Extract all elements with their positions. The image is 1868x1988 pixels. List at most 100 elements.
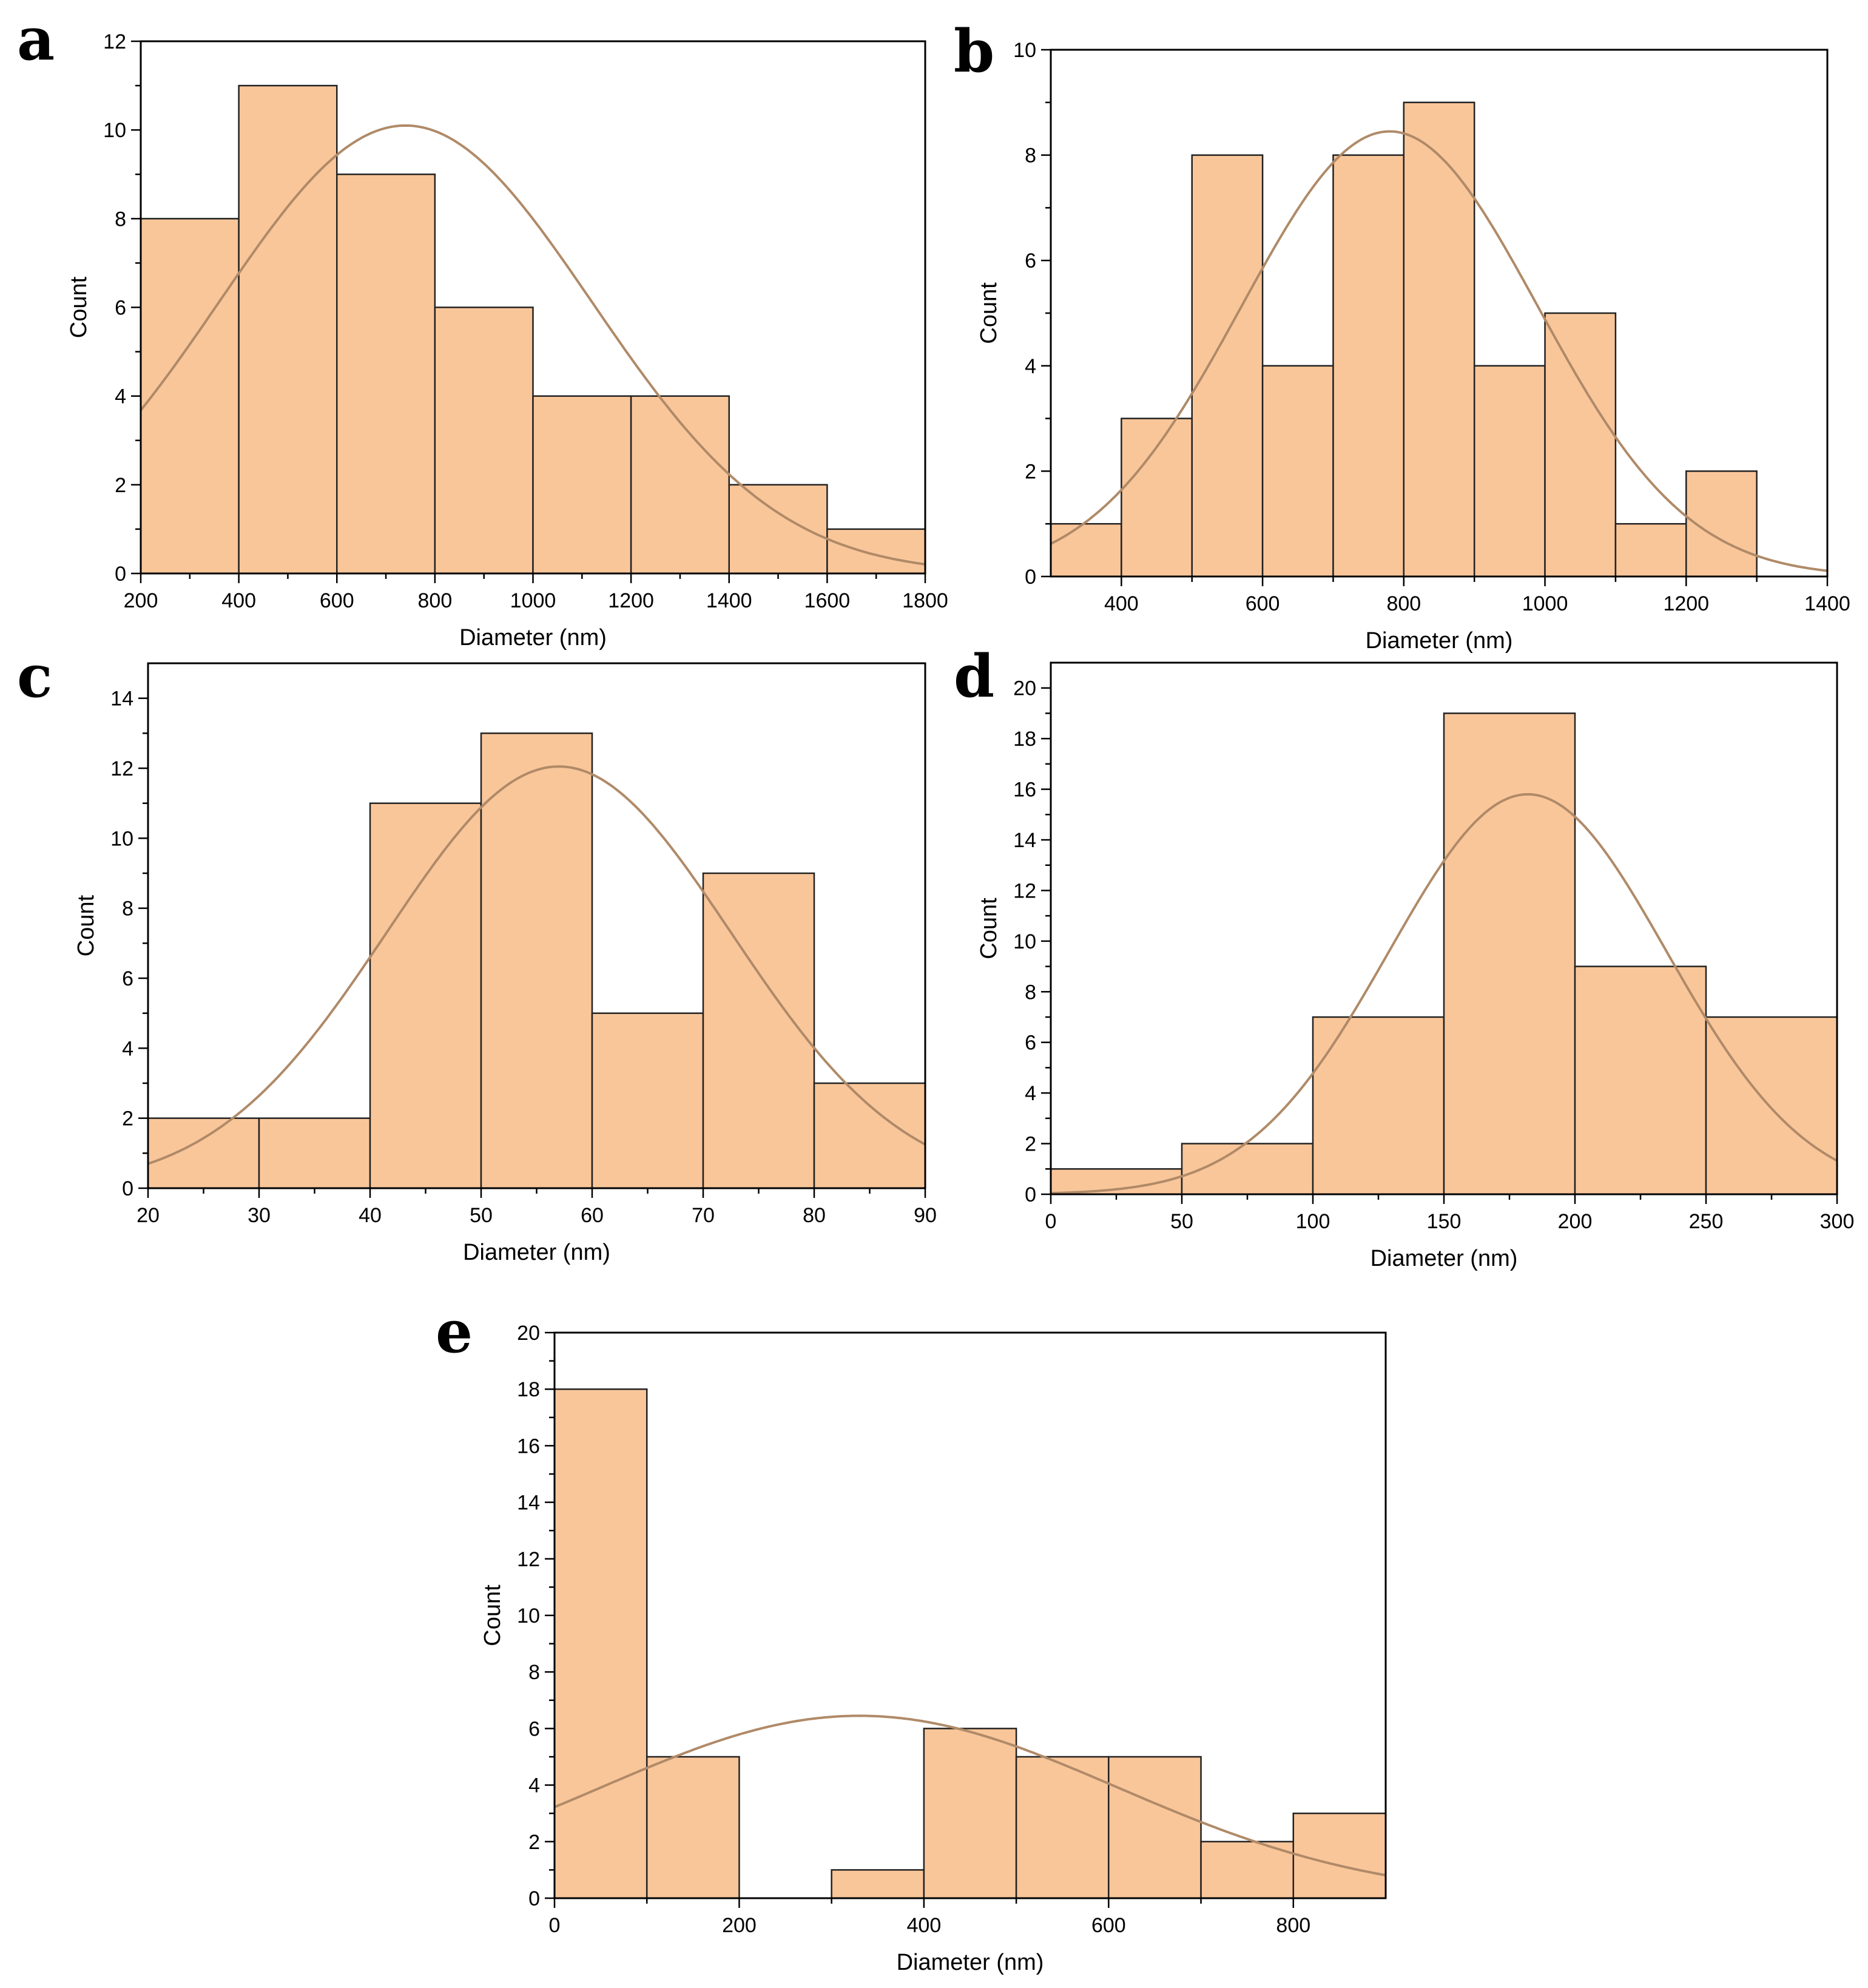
x-tick-label: 70: [692, 1204, 715, 1227]
x-tick-label: 400: [221, 589, 256, 612]
histogram-bar: [1443, 712, 1576, 1195]
histogram-bar: [1191, 154, 1264, 578]
x-tick-label: 200: [1558, 1210, 1593, 1233]
y-axis-title: Count: [976, 898, 1002, 959]
y-tick-label: 0: [528, 1887, 540, 1910]
histogram-bar: [1312, 1016, 1445, 1195]
y-tick-label: 8: [122, 898, 133, 921]
y-tick-label: 8: [115, 208, 126, 231]
x-tick-label: 600: [1091, 1914, 1126, 1937]
y-tick-label: 14: [110, 688, 133, 711]
x-tick-label: 1000: [510, 589, 556, 612]
y-tick-label: 10: [110, 827, 133, 850]
histogram-bar: [1574, 965, 1707, 1195]
x-tick-label: 100: [1296, 1210, 1330, 1233]
y-tick-label: 16: [517, 1435, 540, 1458]
y-tick-label: 0: [1025, 1183, 1036, 1206]
panel-label: d: [954, 642, 994, 711]
panel-label: a: [17, 5, 55, 73]
y-tick-label: 16: [1013, 779, 1036, 802]
fit-curve: [1050, 130, 1828, 572]
x-tick-label: 800: [1386, 592, 1421, 615]
panel-label: b: [954, 17, 994, 86]
x-tick-label: 1600: [804, 589, 851, 612]
x-tick-label: 600: [1246, 592, 1280, 615]
histogram-bar: [813, 1082, 926, 1189]
x-tick-label: 200: [722, 1914, 757, 1937]
histogram-bar: [369, 802, 482, 1189]
x-tick-label: 1000: [1522, 592, 1568, 615]
x-axis-title: Diameter (nm): [897, 1950, 1044, 1975]
y-tick-label: 14: [1013, 829, 1036, 852]
y-tick-label: 2: [1025, 1133, 1036, 1156]
y-tick-label: 6: [115, 297, 126, 320]
x-tick-label: 200: [124, 589, 158, 612]
x-tick-label: 80: [803, 1204, 826, 1227]
histogram-bar: [140, 218, 240, 575]
y-tick-label: 20: [517, 1322, 540, 1345]
x-tick-label: 40: [359, 1204, 382, 1227]
y-tick-label: 18: [1013, 728, 1036, 751]
x-tick-label: 0: [549, 1914, 561, 1937]
y-axis-title: Count: [66, 276, 92, 338]
y-tick-label: 8: [1025, 144, 1036, 167]
x-tick-label: 1400: [706, 589, 752, 612]
fit-curve: [147, 765, 926, 1165]
y-tick-label: 20: [1013, 677, 1036, 700]
y-tick-label: 0: [1025, 566, 1036, 589]
fit-curve: [140, 124, 926, 566]
histogram-bar: [1705, 1016, 1838, 1195]
histogram-bar: [1403, 101, 1475, 578]
histogram-bar: [336, 174, 436, 575]
x-tick-label: 60: [581, 1204, 604, 1227]
y-tick-label: 2: [115, 474, 126, 497]
y-tick-label: 10: [103, 119, 126, 142]
y-tick-label: 2: [528, 1831, 540, 1854]
y-tick-label: 6: [122, 967, 133, 990]
histogram-bar: [1121, 418, 1193, 578]
x-tick-label: 30: [248, 1204, 271, 1227]
histogram-bar: [923, 1728, 1017, 1899]
histogram-bar: [1050, 522, 1122, 578]
y-tick-label: 8: [1025, 981, 1036, 1004]
x-tick-label: 50: [470, 1204, 493, 1227]
histogram-bar: [238, 84, 338, 575]
histogram-bar: [728, 484, 828, 575]
histogram-bar: [646, 1756, 740, 1899]
panel-label: e: [436, 1297, 473, 1366]
histogram-bar: [1292, 1812, 1387, 1899]
y-tick-label: 4: [122, 1037, 133, 1060]
panel-a: 0 2 4 6 8 10 12 200 400 600 800 1000 1200 1400 1600 180…: [17, 5, 948, 651]
y-tick-label: 6: [1025, 249, 1036, 272]
x-tick-label: 0: [1045, 1210, 1057, 1233]
panel-c: 0 2 4 6 8 10 12 14 20 30 40 50 60 70 80 90 Diameter (nm)…: [17, 642, 937, 1265]
y-tick-label: 6: [528, 1717, 540, 1740]
y-axis-title: Count: [976, 282, 1002, 344]
y-axis-title: Count: [73, 894, 99, 956]
x-tick-label: 400: [907, 1914, 942, 1937]
histogram-bar: [831, 1869, 925, 1899]
x-tick-label: 50: [1170, 1210, 1193, 1233]
y-tick-label: 10: [1013, 39, 1036, 62]
y-tick-label: 10: [1013, 930, 1036, 953]
x-tick-label: 1800: [902, 589, 948, 612]
histogram-bar: [480, 732, 593, 1189]
y-tick-label: 12: [103, 30, 126, 53]
y-tick-label: 14: [517, 1492, 540, 1515]
histogram-bar: [1108, 1756, 1202, 1899]
y-tick-label: 12: [517, 1548, 540, 1571]
histogram-bar: [591, 1012, 704, 1189]
y-tick-label: 8: [528, 1661, 540, 1684]
histogram-bar: [1614, 522, 1687, 578]
histogram-bar: [553, 1388, 648, 1899]
y-tick-label: 18: [517, 1378, 540, 1401]
y-tick-label: 4: [115, 385, 126, 408]
x-axis-title: Diameter (nm): [1371, 1246, 1518, 1271]
x-tick-label: 800: [418, 589, 453, 612]
x-tick-label: 20: [137, 1204, 160, 1227]
histogram-bar: [258, 1117, 371, 1189]
y-tick-label: 10: [517, 1604, 540, 1628]
y-tick-label: 4: [1025, 1082, 1036, 1105]
